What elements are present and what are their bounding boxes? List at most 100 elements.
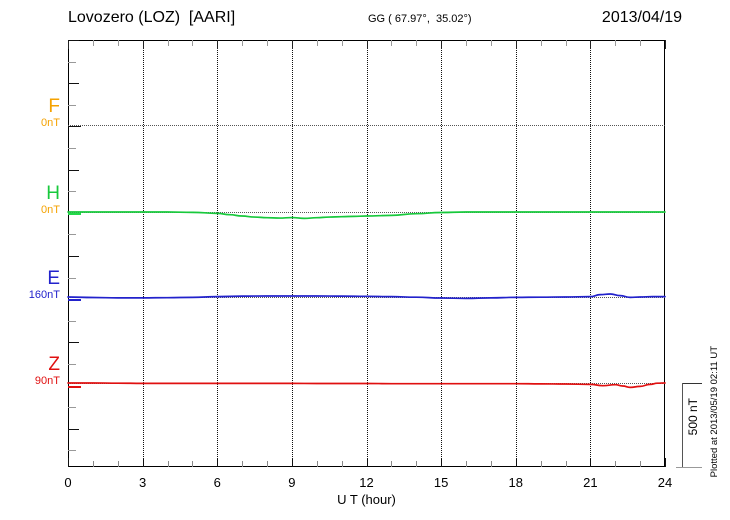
component-baseline-value-z: 90nT: [34, 375, 60, 387]
baseline-reference-h: [68, 212, 665, 213]
vertical-gridline: [217, 40, 219, 467]
y-axis-major-tick: [68, 342, 79, 343]
x-axis-minor-tick: [391, 461, 393, 467]
trace-layer: [67, 211, 666, 389]
x-axis-tick-label: 6: [213, 475, 221, 490]
baseline-reference-f: [68, 125, 665, 126]
x-axis-major-tick: [441, 458, 443, 467]
x-axis-top-major-tick: [590, 40, 592, 49]
x-axis-tick-label: 18: [508, 475, 523, 490]
x-axis-top-major-tick: [515, 40, 517, 49]
x-axis-top-minor-tick: [192, 40, 194, 46]
x-axis-title: U T (hour): [337, 492, 396, 507]
page-title: Lovozero (LOZ) [AARI]: [68, 9, 236, 26]
x-axis-minor-tick: [192, 461, 194, 467]
x-axis-minor-tick: [490, 461, 492, 467]
x-axis-top-major-tick: [366, 40, 368, 49]
x-axis-minor-tick: [316, 461, 318, 467]
x-axis-major-tick: [142, 458, 144, 467]
x-axis-minor-tick: [565, 461, 567, 467]
amplitude-scale-bar: 500 nT: [668, 378, 702, 473]
y-axis-minor-tick: [68, 234, 76, 235]
component-letter-h: H: [46, 183, 60, 204]
plotted-at-timestamp: Plotted at 2013/05/19 02:11 UT: [709, 346, 720, 478]
x-axis-minor-tick: [341, 461, 343, 467]
x-axis-minor-tick: [416, 461, 418, 467]
x-axis-top-minor-tick: [267, 40, 268, 46]
x-axis-top-minor-tick: [92, 40, 94, 46]
x-axis-minor-tick: [92, 461, 94, 467]
x-axis-top-minor-tick: [341, 40, 343, 46]
scale-bar-bottom-cap: [676, 467, 702, 468]
x-axis-major-tick: [515, 458, 517, 467]
y-axis-major-tick: [68, 83, 79, 84]
vertical-gridline: [291, 40, 293, 467]
scale-bar-line: [682, 383, 683, 467]
trace-e: [67, 293, 666, 300]
trace-z: [67, 382, 666, 389]
x-axis-minor-tick: [117, 461, 119, 467]
x-axis-major-tick: [366, 458, 368, 467]
y-axis-minor-tick: [68, 278, 76, 279]
x-axis-minor-tick: [466, 461, 467, 467]
x-axis-top-major-tick: [217, 40, 219, 49]
trace-h: [67, 211, 666, 220]
component-label-f: F 0nT: [8, 97, 60, 129]
x-axis-minor-tick: [242, 461, 244, 467]
component-label-z: Z 90nT: [8, 355, 60, 387]
plot-area: [67, 40, 666, 467]
x-axis-major-tick: [291, 458, 293, 467]
vertical-gridline: [366, 40, 368, 467]
x-axis-top-major-tick: [142, 40, 144, 49]
x-axis-tick-label: 12: [359, 475, 374, 490]
y-axis-major-tick: [68, 40, 79, 41]
x-axis-top-major-tick: [68, 40, 69, 49]
x-axis-tick-label: 0: [64, 475, 72, 490]
x-axis-minor-tick: [615, 461, 617, 467]
x-axis-tick-label: 21: [583, 475, 598, 490]
x-axis-top-minor-tick: [490, 40, 492, 46]
y-axis-minor-tick: [68, 321, 76, 322]
scale-bar-label: 500 nT: [686, 398, 700, 436]
x-axis-top-minor-tick: [167, 40, 169, 46]
x-axis-top-major-tick: [665, 40, 666, 49]
geographic-coordinates: GG ( 67.97°, 35.02°): [368, 13, 472, 25]
component-label-h: H 0nT: [8, 184, 60, 216]
y-axis-baseline-tick-e: [68, 299, 81, 301]
y-axis-major-tick: [68, 429, 79, 430]
component-baseline-value-e: 160nT: [28, 289, 60, 301]
x-axis-minor-tick: [540, 461, 542, 467]
x-axis-major-tick: [665, 458, 666, 467]
y-axis-minor-tick: [68, 191, 76, 192]
component-baseline-value-h: 0nT: [41, 204, 60, 216]
x-axis-minor-tick: [640, 461, 642, 467]
y-axis-minor-tick: [68, 105, 76, 106]
x-axis-major-tick: [217, 458, 219, 467]
x-axis-top-minor-tick: [615, 40, 617, 46]
vertical-gridline: [590, 40, 592, 467]
x-axis-tick-label: 3: [139, 475, 147, 490]
x-axis-top-minor-tick: [391, 40, 393, 46]
y-axis-baseline-tick-z: [68, 386, 81, 388]
x-axis-top-minor-tick: [640, 40, 642, 46]
x-axis-top-minor-tick: [565, 40, 567, 46]
x-axis-top-minor-tick: [540, 40, 542, 46]
component-label-e: E 160nT: [8, 269, 60, 301]
y-axis-minor-tick: [68, 148, 76, 149]
x-axis-top-minor-tick: [117, 40, 119, 46]
y-axis-major-tick: [68, 170, 79, 171]
baseline-reference-e: [68, 297, 665, 298]
x-axis-major-tick: [590, 458, 592, 467]
x-axis-top-major-tick: [291, 40, 293, 49]
component-baseline-value-f: 0nT: [41, 117, 60, 129]
x-axis-top-minor-tick: [466, 40, 467, 46]
x-axis-minor-tick: [267, 461, 268, 467]
observation-date: 2013/04/19: [601, 9, 682, 26]
x-axis-major-tick: [68, 458, 69, 467]
y-axis-minor-tick: [68, 450, 76, 451]
scale-bar-top-cap: [682, 383, 702, 384]
vertical-gridline: [441, 40, 443, 467]
x-axis-top-minor-tick: [242, 40, 244, 46]
y-axis-minor-tick: [68, 62, 76, 63]
